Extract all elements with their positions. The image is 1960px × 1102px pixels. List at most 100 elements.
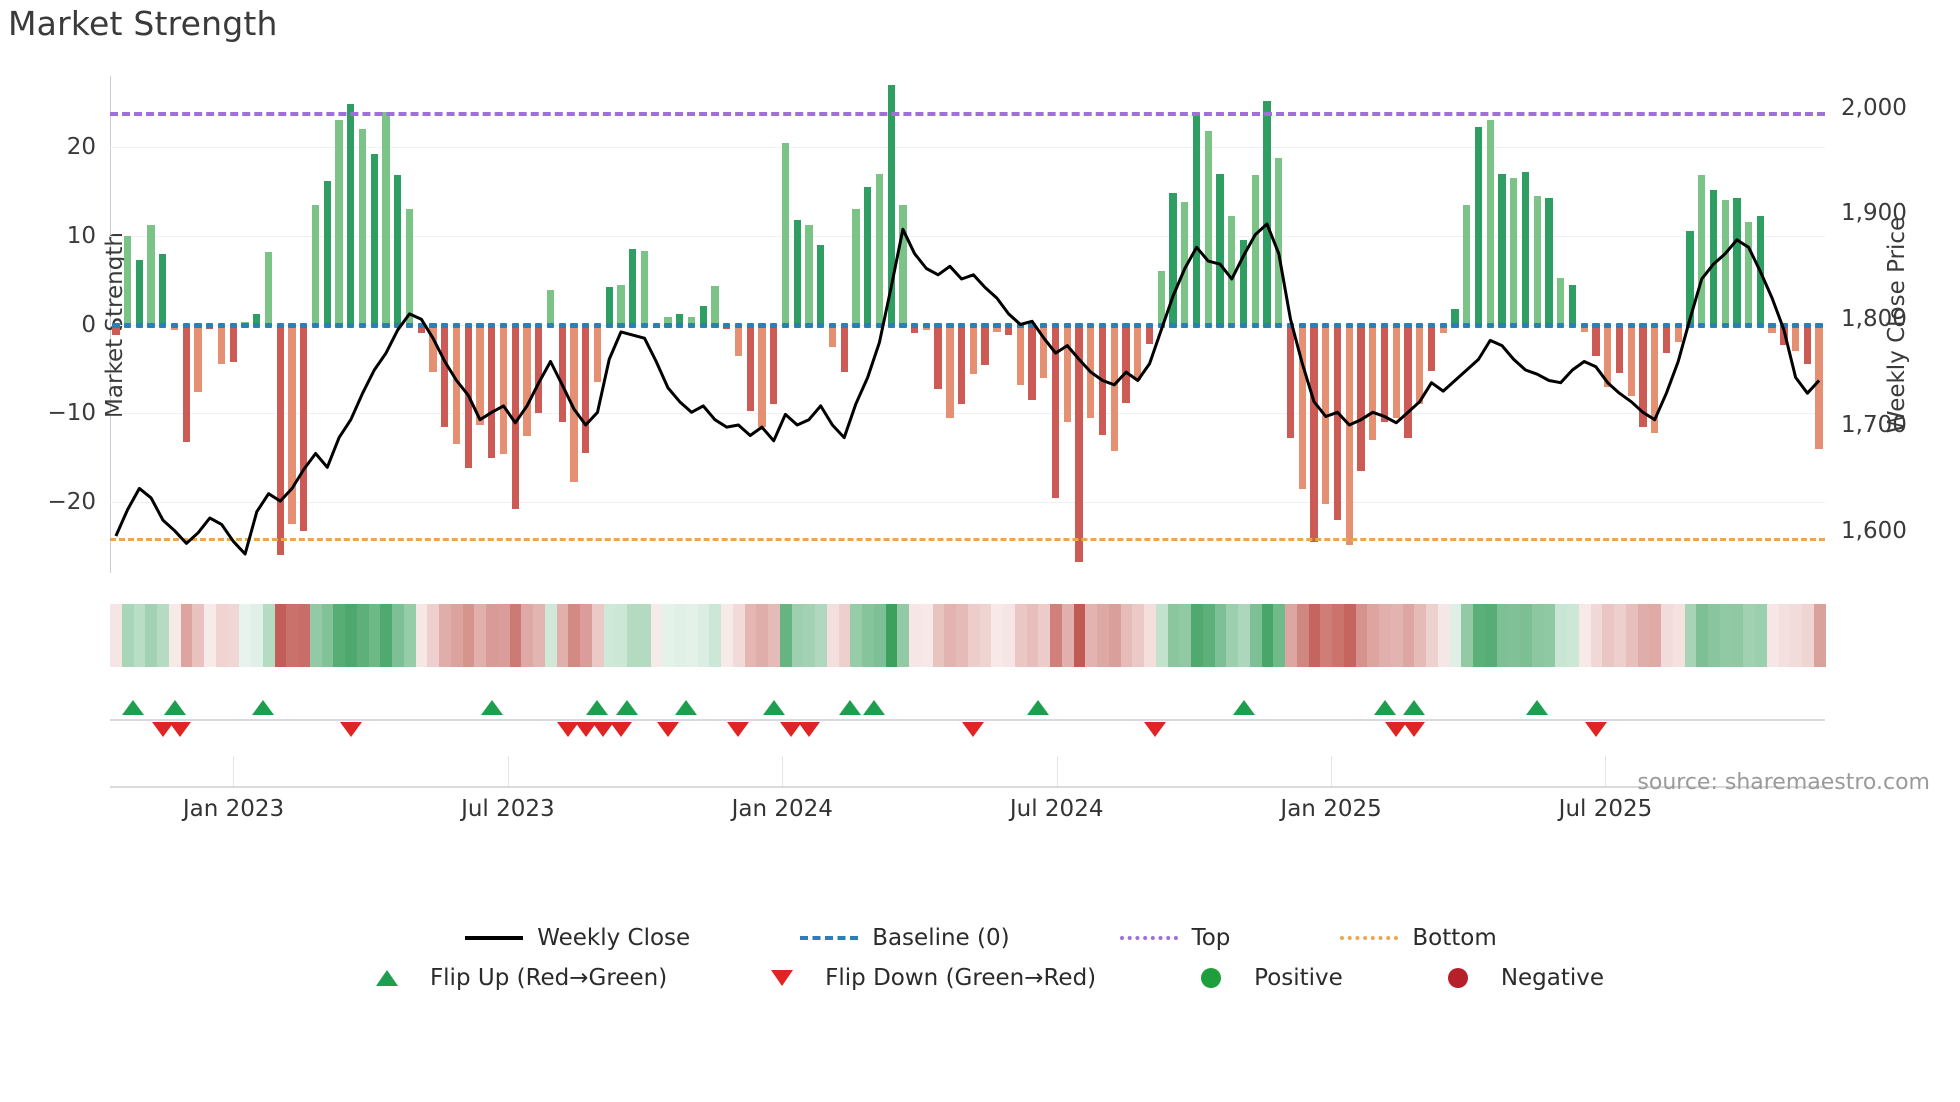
baseline-segment	[476, 322, 484, 328]
baseline-segment	[264, 322, 273, 328]
legend-item[interactable]: Bottom	[1338, 925, 1497, 951]
flip-down-marker	[557, 722, 580, 737]
heatmap-cell	[1602, 604, 1614, 667]
baseline-segment	[1698, 322, 1706, 328]
x-tick-label: Jul 2025	[1558, 796, 1653, 822]
strength-bar	[758, 324, 766, 427]
x-tick-mark	[507, 756, 509, 786]
baseline-segment	[358, 322, 367, 328]
strength-bar	[734, 324, 743, 356]
heatmap-cell	[1802, 604, 1814, 667]
baseline-segment	[1369, 322, 1377, 328]
heatmap-cell	[1743, 604, 1755, 667]
baseline-segment	[229, 322, 237, 328]
heatmap-cell	[1085, 604, 1097, 667]
legend-item[interactable]: Negative	[1427, 965, 1604, 991]
flip-baseline	[110, 719, 1825, 721]
strength-bar	[934, 324, 942, 390]
baseline-segment	[276, 322, 284, 328]
heatmap-cell	[1249, 604, 1262, 667]
heatmap-cell	[944, 604, 956, 667]
up-triangle-icon	[375, 970, 398, 986]
baseline-segment	[1674, 322, 1682, 328]
legend-label: Flip Up (Red→Green)	[429, 965, 668, 991]
legend-item[interactable]: Positive	[1180, 965, 1343, 991]
baseline-segment	[922, 322, 931, 328]
strength-bar	[323, 180, 331, 325]
heatmap-cell	[685, 604, 698, 667]
baseline-segment	[1439, 322, 1447, 328]
heatmap-cell	[462, 604, 475, 667]
strength-bar	[617, 284, 625, 325]
heatmap-cell	[1778, 604, 1791, 667]
baseline-segment	[382, 322, 390, 328]
y-tick-left: 0	[81, 311, 96, 338]
strength-bar	[147, 225, 155, 325]
baseline-segment	[1791, 322, 1800, 328]
baseline-segment	[1639, 322, 1647, 328]
baseline-segment	[1310, 322, 1318, 328]
strength-bar	[1686, 231, 1694, 325]
legend-item[interactable]: Baseline (0)	[798, 925, 1010, 951]
baseline-segment	[934, 322, 942, 328]
strength-bar	[1369, 324, 1377, 440]
legend-item[interactable]: Weekly Close	[463, 925, 690, 951]
baseline-segment	[182, 322, 190, 328]
heatmap-cell	[1390, 604, 1403, 667]
heatmap-cell	[474, 604, 486, 667]
strength-bar	[1122, 324, 1130, 403]
baseline-segment	[170, 322, 179, 328]
heatmap-cell	[1120, 604, 1133, 667]
baseline-segment	[206, 322, 214, 328]
strength-bar	[817, 244, 825, 325]
strength-bar	[1110, 324, 1118, 451]
flip-down-marker	[574, 722, 597, 737]
heatmap-cell	[662, 604, 674, 667]
heatmap-cell	[450, 604, 463, 667]
strength-bar	[864, 186, 872, 325]
legend-item[interactable]: Top	[1118, 925, 1230, 951]
strength-bar	[770, 324, 778, 405]
legend-dashed-icon	[800, 936, 859, 940]
x-tick-mark	[1331, 756, 1333, 786]
strength-bar	[805, 225, 813, 325]
baseline-segment	[1592, 322, 1600, 328]
baseline-segment	[1075, 322, 1083, 328]
strength-bar	[1604, 324, 1612, 387]
strength-bar	[182, 324, 190, 442]
strength-bar	[1169, 193, 1177, 325]
baseline-segment	[1333, 322, 1342, 328]
heatmap-cell	[1661, 604, 1673, 667]
heatmap-cell	[1273, 604, 1285, 667]
strength-bar	[1263, 100, 1271, 325]
heatmap-cell	[1708, 604, 1720, 667]
heatmap-cell	[286, 604, 298, 667]
top-threshold-line	[110, 111, 1825, 116]
heatmap-cell	[1202, 604, 1215, 667]
baseline-segment	[817, 322, 825, 328]
heatmap-cell	[1226, 604, 1238, 667]
strength-bar	[1286, 324, 1295, 439]
heatmap-cell	[1614, 604, 1626, 667]
baseline-segment	[1662, 322, 1671, 328]
strength-bar	[123, 235, 132, 325]
legend-item[interactable]: Flip Down (Green→Red)	[751, 965, 1096, 991]
legend-item[interactable]: Flip Up (Red→Green)	[356, 965, 667, 991]
x-tick-mark	[782, 756, 784, 786]
y-tick-right: 1,900	[1841, 200, 1907, 227]
baseline-segment	[1416, 322, 1424, 328]
heatmap-cell	[1755, 604, 1767, 667]
strength-bar	[159, 253, 167, 325]
heatmap-cell	[215, 604, 228, 667]
heatmap-cell	[298, 604, 310, 667]
baseline-segment	[758, 322, 766, 328]
heatmap-cell	[580, 604, 592, 667]
heatmap-cell	[1050, 604, 1062, 667]
baseline-segment	[1721, 322, 1729, 328]
baseline-segment	[1498, 322, 1506, 328]
heatmap-cell	[709, 604, 721, 667]
strength-bar	[582, 324, 590, 454]
baseline-segment	[1557, 322, 1565, 328]
baseline-segment	[1051, 322, 1060, 328]
strength-bar	[1486, 120, 1494, 325]
